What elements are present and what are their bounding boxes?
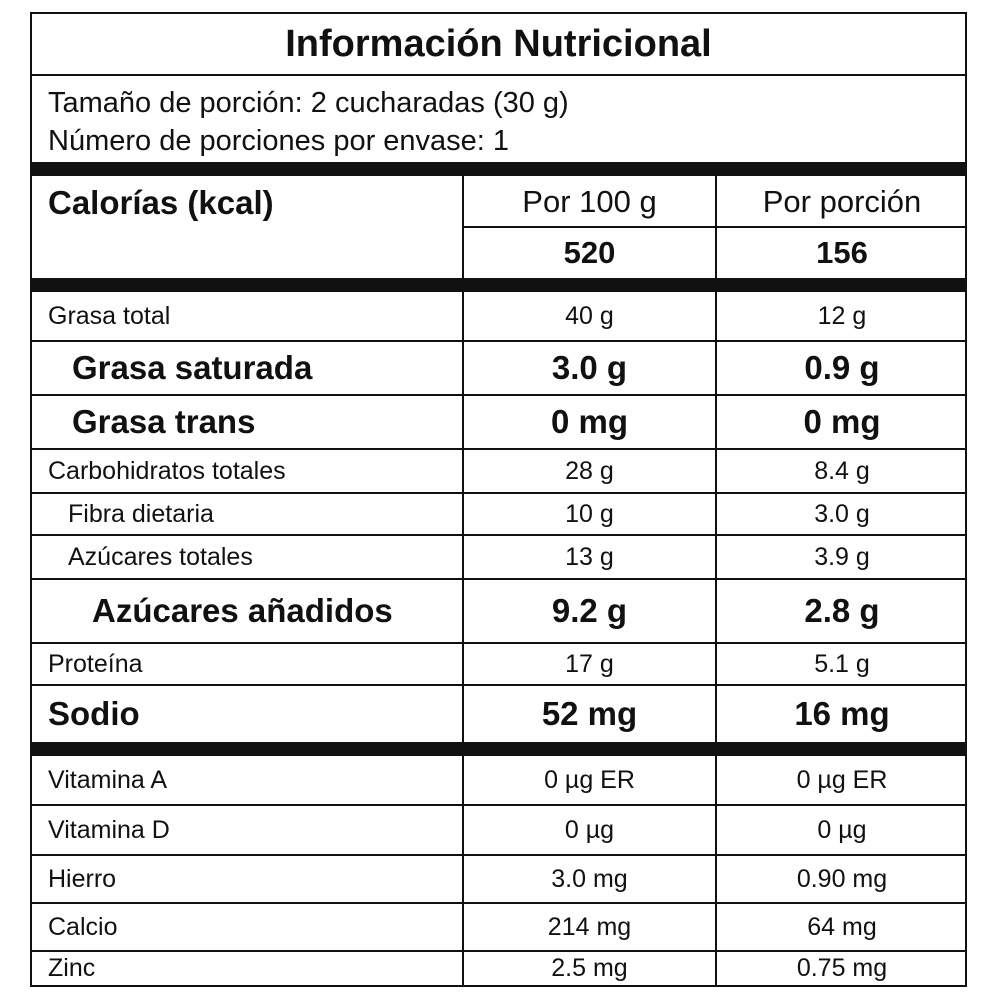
nutrient-per-serving: 16 mg: [715, 686, 967, 742]
nutrient-per-serving: 8.4 g: [715, 450, 967, 492]
nutrient-name: Azúcares añadidos: [92, 592, 393, 629]
nutrient-per-100g: 10 g: [462, 494, 715, 534]
calories-per-100g: 520: [462, 228, 715, 278]
micronutrient-name: Calcio: [48, 912, 118, 941]
micronutrient-per-100g: 3.0 mg: [462, 856, 715, 902]
micronutrient-name: Vitamina D: [48, 815, 170, 844]
nutrient-name: Grasa saturada: [72, 349, 313, 386]
row-divider: [32, 394, 965, 396]
nutrient-name: Grasa total: [48, 301, 171, 330]
nutrient-per-serving: 0 mg: [715, 396, 967, 448]
row-divider: [32, 642, 965, 644]
thick-divider: [32, 278, 965, 292]
nutrient-per-100g: 28 g: [462, 450, 715, 492]
micronutrient-per-serving: 0.75 mg: [715, 952, 967, 985]
nutrient-name: Sodio: [48, 695, 140, 732]
nutrient-name: Grasa trans: [72, 403, 256, 440]
nutrient-per-100g: 40 g: [462, 292, 715, 340]
calories-per-serving: 156: [715, 228, 967, 278]
micronutrient-per-serving: 0 µg: [715, 806, 967, 854]
nutrient-per-serving: 2.8 g: [715, 580, 967, 642]
row-divider: [32, 950, 965, 952]
row-divider: [32, 854, 965, 856]
nutrient-per-serving: 3.0 g: [715, 494, 967, 534]
col-header-per-100g: Por 100 g: [462, 176, 715, 228]
label-title: Información Nutricional: [32, 14, 965, 76]
nutrient-per-100g: 13 g: [462, 536, 715, 578]
micronutrient-name: Zinc: [48, 954, 96, 982]
row-divider: [32, 534, 965, 536]
micronutrient-name: Vitamina A: [48, 765, 168, 794]
nutrient-name: Azúcares totales: [68, 542, 253, 571]
row-divider: [32, 902, 965, 904]
col-header-per-serving: Por porción: [715, 176, 967, 228]
column-divider: [462, 176, 715, 278]
nutrient-per-serving: 12 g: [715, 292, 967, 340]
nutrient-per-100g: 3.0 g: [462, 342, 715, 394]
micronutrient-per-100g: 0 µg: [462, 806, 715, 854]
row-divider: [32, 684, 965, 686]
row-divider: [32, 492, 965, 494]
row-divider: [32, 448, 965, 450]
row-divider: [32, 578, 965, 580]
nutrient-per-serving: 3.9 g: [715, 536, 967, 578]
serving-info: Tamaño de porción: 2 cucharadas (30 g) N…: [48, 84, 569, 160]
nutrient-per-100g: 52 mg: [462, 686, 715, 742]
micronutrient-name: Hierro: [48, 864, 117, 893]
nutrient-per-100g: 0 mg: [462, 396, 715, 448]
micronutrient-per-serving: 0 µg ER: [715, 756, 967, 804]
nutrient-name: Carbohidratos totales: [48, 456, 286, 485]
nutrition-facts-label: Información Nutricional Tamaño de porció…: [30, 12, 967, 987]
micronutrient-per-100g: 2.5 mg: [462, 952, 715, 985]
micronutrient-per-serving: 64 mg: [715, 904, 967, 950]
micronutrient-per-serving: 0.90 mg: [715, 856, 967, 902]
row-divider: [32, 804, 965, 806]
micronutrient-per-100g: 0 µg ER: [462, 756, 715, 804]
nutrient-name: Fibra dietaria: [68, 499, 214, 528]
nutrient-per-serving: 0.9 g: [715, 342, 967, 394]
nutrient-name: Proteína: [48, 649, 143, 678]
divider: [462, 226, 967, 228]
micronutrient-per-100g: 214 mg: [462, 904, 715, 950]
servings-per-container: Número de porciones por envase: 1: [48, 125, 510, 157]
serving-size: Tamaño de porción: 2 cucharadas (30 g): [48, 87, 569, 119]
nutrient-per-100g: 9.2 g: [462, 580, 715, 642]
nutrient-per-serving: 5.1 g: [715, 644, 967, 684]
row-divider: [32, 340, 965, 342]
calories-label: Calorías (kcal): [48, 184, 274, 221]
thick-divider: [32, 162, 965, 176]
thick-divider: [32, 742, 965, 756]
nutrient-per-100g: 17 g: [462, 644, 715, 684]
